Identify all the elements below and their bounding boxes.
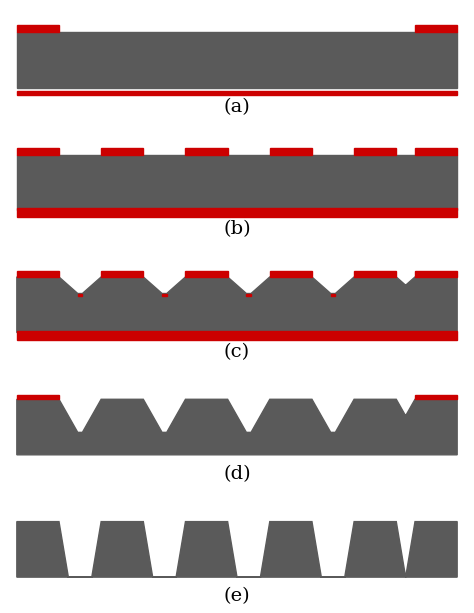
Bar: [185, 148, 228, 154]
Bar: [17, 91, 457, 95]
Bar: [162, 294, 167, 297]
Bar: [17, 271, 59, 277]
Bar: [17, 154, 457, 210]
Bar: [354, 271, 396, 277]
Bar: [415, 148, 457, 154]
Bar: [415, 395, 457, 399]
Bar: [415, 271, 457, 277]
Bar: [270, 148, 312, 154]
Text: (e): (e): [224, 587, 250, 606]
Bar: [17, 395, 59, 399]
Polygon shape: [17, 522, 457, 577]
Bar: [101, 271, 143, 277]
Bar: [17, 331, 457, 340]
Text: (d): (d): [223, 465, 251, 483]
Bar: [78, 294, 82, 297]
Text: (c): (c): [224, 343, 250, 361]
Text: (b): (b): [223, 221, 251, 238]
Bar: [17, 208, 457, 217]
Polygon shape: [17, 277, 457, 332]
Bar: [415, 25, 457, 32]
Bar: [17, 32, 457, 88]
Polygon shape: [17, 399, 457, 455]
Text: (a): (a): [224, 98, 250, 116]
Bar: [17, 148, 59, 154]
Bar: [101, 148, 143, 154]
Bar: [331, 294, 336, 297]
Bar: [270, 271, 312, 277]
Bar: [354, 148, 396, 154]
Bar: [185, 271, 228, 277]
Bar: [246, 294, 251, 297]
Bar: [17, 25, 59, 32]
